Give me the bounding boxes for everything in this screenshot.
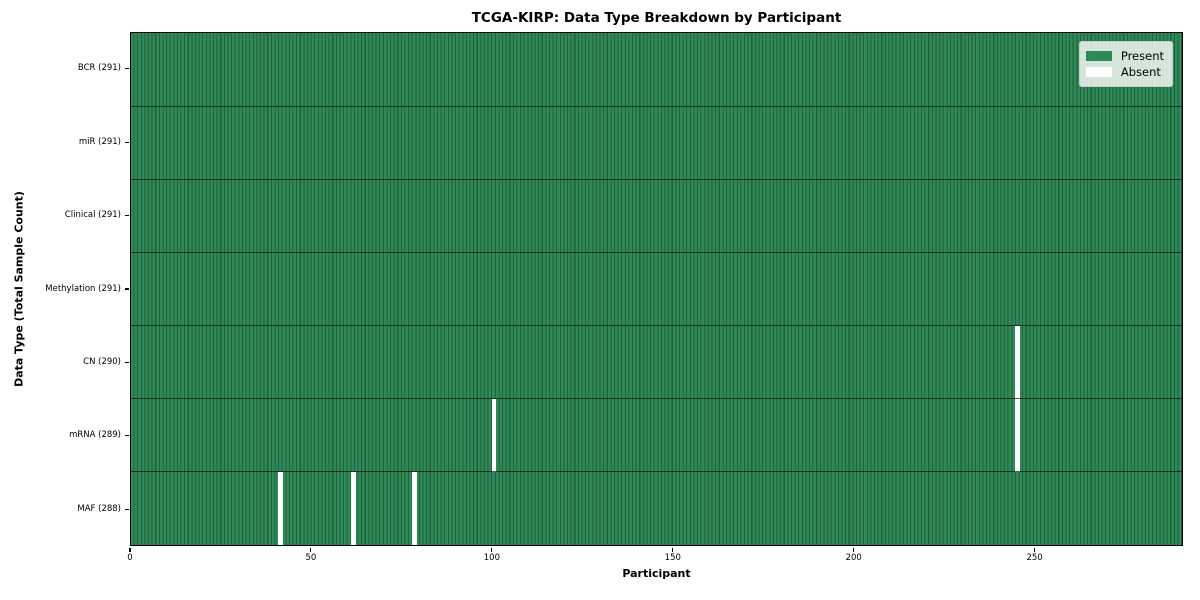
legend-label-present: Present (1120, 49, 1164, 63)
ytick-mark (124, 141, 129, 143)
absent-cell-CN-245 (1015, 325, 1021, 399)
legend-label-absent: Absent (1120, 65, 1161, 79)
ytick-mark (124, 215, 129, 217)
absent-cell-MAF-41 (278, 471, 284, 545)
ytick-mark (124, 435, 129, 437)
legend-entry-absent: Absent (1085, 65, 1164, 79)
x-axis-label: Participant (622, 567, 691, 580)
row-divider-line (131, 251, 1182, 253)
absent-cell-MAF-78 (412, 471, 417, 545)
legend-swatch-present-icon (1085, 51, 1112, 61)
ytick-label-miR: miR (291) (78, 136, 121, 147)
legend: Present Absent (1078, 41, 1173, 87)
chart-title: TCGA-KIRP: Data Type Breakdown by Partic… (471, 10, 842, 26)
xtick-mark (491, 547, 493, 552)
xtick-label-0: 0 (127, 553, 133, 563)
xtick-label-50: 50 (305, 553, 317, 563)
xtick-mark (310, 547, 312, 552)
ytick-label-MAF: MAF (288) (77, 503, 121, 514)
ytick-mark (124, 361, 129, 363)
xtick-mark (129, 547, 131, 552)
absent-cell-mRNA-100 (491, 398, 497, 472)
ytick-label-mRNA: mRNA (289) (69, 430, 121, 441)
row-divider-line (131, 398, 1182, 400)
ytick-label-Methylation: Methylation (291) (45, 283, 121, 294)
xtick-label-200: 200 (845, 553, 862, 563)
xtick-label-250: 250 (1026, 553, 1043, 563)
ytick-mark (124, 288, 129, 290)
row-divider-line (131, 105, 1182, 107)
legend-entry-present: Present (1085, 49, 1164, 63)
absent-cell-MAF-61 (350, 471, 356, 545)
xtick-label-150: 150 (664, 553, 681, 563)
plot-area: Present Absent (130, 32, 1183, 546)
ytick-label-CN: CN (290) (83, 356, 121, 367)
xtick-mark (672, 547, 674, 552)
legend-swatch-absent-icon (1085, 67, 1112, 77)
ytick-mark (124, 508, 129, 510)
xtick-mark (853, 547, 855, 552)
ytick-mark (124, 68, 129, 70)
xtick-label-100: 100 (483, 553, 500, 563)
xtick-mark (1034, 547, 1036, 552)
row-divider-line (131, 178, 1182, 180)
ytick-label-BCR: BCR (291) (77, 63, 121, 74)
absent-cell-mRNA-245 (1015, 398, 1021, 472)
ytick-label-Clinical: Clinical (291) (64, 210, 121, 221)
row-divider-line (131, 325, 1182, 327)
row-divider-line (131, 471, 1182, 473)
